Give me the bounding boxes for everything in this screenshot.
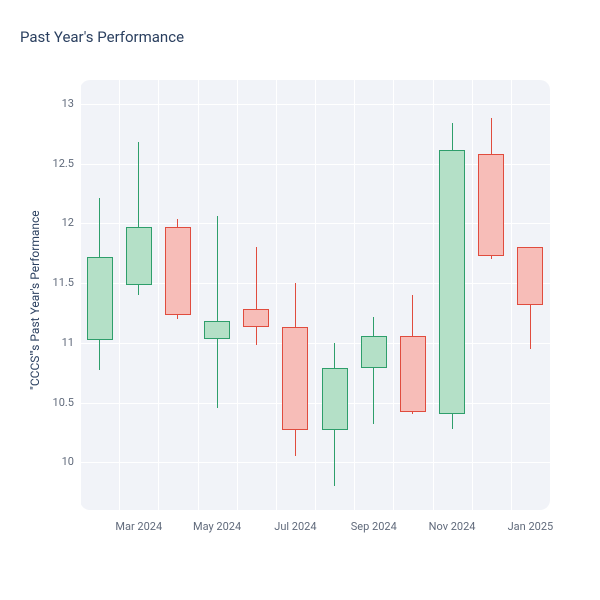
candle-body [361,336,387,368]
candlestick-chart: Past Year's Performance "CCCS"'s Past Ye… [0,0,600,600]
candle-body [126,227,152,286]
candle-wick [217,216,218,408]
y-tick-label: 11.5 [53,276,74,289]
x-gridline [433,80,434,510]
x-tick-label: Jul 2024 [267,520,323,533]
y-tick-label: 12.5 [53,157,74,170]
chart-title: Past Year's Performance [20,28,184,46]
candle-body [282,327,308,430]
x-tick-label: Nov 2024 [424,520,480,533]
candle-body [322,368,348,430]
candle-body [400,336,426,412]
x-gridline [393,80,394,510]
x-tick-label: Sep 2024 [346,520,402,533]
y-tick-label: 10 [62,455,74,468]
candle-wick [373,317,374,425]
candle-body [87,257,113,341]
x-gridline [80,80,81,510]
x-tick-label: Mar 2024 [111,520,167,533]
x-tick-label: May 2024 [189,520,245,533]
y-tick-label: 12 [62,216,74,229]
x-tick-label: Jan 2025 [502,520,558,533]
candle-body [439,150,465,414]
y-tick-label: 10.5 [53,396,74,409]
x-gridline [315,80,316,510]
x-gridline [276,80,277,510]
y-tick-label: 11 [62,336,74,349]
x-gridline [550,80,551,510]
x-gridline [119,80,120,510]
x-gridline [511,80,512,510]
candle-body [478,154,504,256]
y-tick-label: 13 [62,97,74,110]
y-axis-label: "CCCS"'s Past Year's Performance [28,210,42,390]
candle-body [165,227,191,315]
candle-body [517,247,543,304]
x-gridline [354,80,355,510]
candle-body [243,309,269,327]
candle-body [204,321,230,339]
candle-wick [256,247,257,345]
x-gridline [158,80,159,510]
x-gridline [237,80,238,510]
x-gridline [198,80,199,510]
x-gridline [472,80,473,510]
